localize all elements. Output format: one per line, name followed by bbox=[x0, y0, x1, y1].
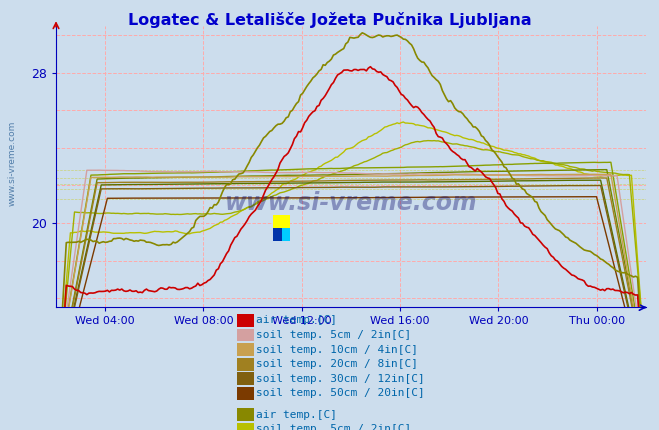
Text: soil temp. 10cm / 4in[C]: soil temp. 10cm / 4in[C] bbox=[256, 344, 418, 355]
Bar bbox=[273, 215, 290, 228]
Text: soil temp. 50cm / 20in[C]: soil temp. 50cm / 20in[C] bbox=[256, 388, 424, 399]
Bar bbox=[273, 228, 282, 241]
Text: air temp.[C]: air temp.[C] bbox=[256, 315, 337, 326]
Text: air temp.[C]: air temp.[C] bbox=[256, 409, 337, 420]
Text: soil temp. 20cm / 8in[C]: soil temp. 20cm / 8in[C] bbox=[256, 359, 418, 369]
Text: Logatec & Letališče Jožeta Pučnika Ljubljana: Logatec & Letališče Jožeta Pučnika Ljubl… bbox=[128, 12, 531, 28]
Text: soil temp. 30cm / 12in[C]: soil temp. 30cm / 12in[C] bbox=[256, 374, 424, 384]
Text: www.si-vreme.com: www.si-vreme.com bbox=[8, 121, 17, 206]
Text: soil temp. 5cm / 2in[C]: soil temp. 5cm / 2in[C] bbox=[256, 330, 411, 340]
Text: www.si-vreme.com: www.si-vreme.com bbox=[225, 191, 477, 215]
Text: soil temp. 5cm / 2in[C]: soil temp. 5cm / 2in[C] bbox=[256, 424, 411, 430]
Bar bbox=[282, 228, 290, 241]
